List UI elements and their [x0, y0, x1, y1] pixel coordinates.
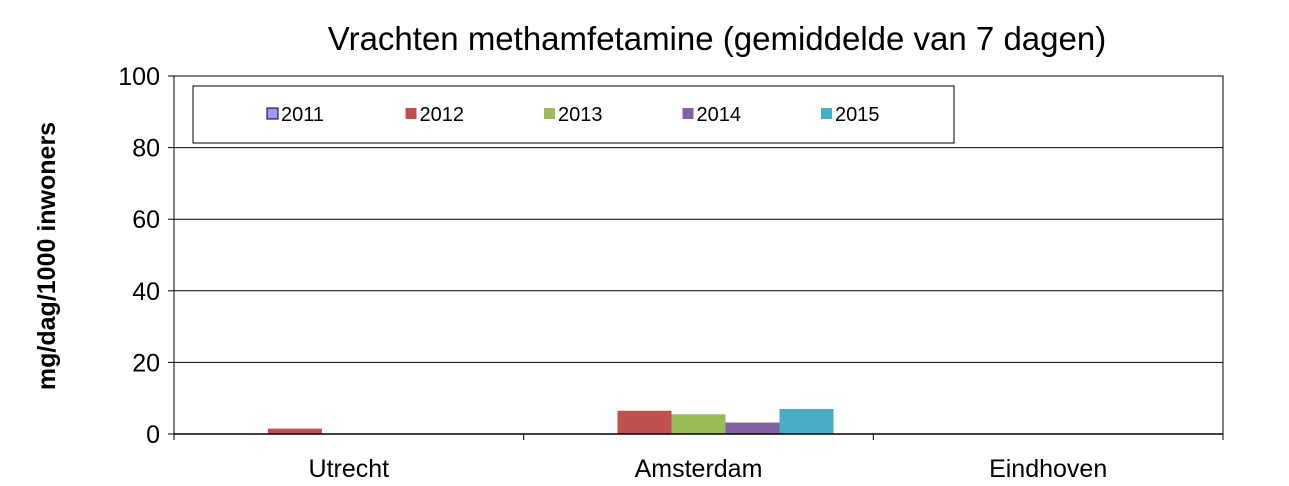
axes [173, 75, 1224, 435]
y-tick-label: 40 [132, 278, 160, 306]
y-axis-ticks: 0 20 40 60 80 100 [118, 63, 174, 449]
legend-label-2014: 2014 [697, 104, 742, 126]
y-tick-label: 80 [132, 135, 160, 163]
y-tick-label: 20 [132, 349, 160, 377]
legend-label-2013: 2013 [558, 104, 603, 126]
x-axis-ticks: Utrecht Amsterdam Eindhoven [173, 434, 1224, 483]
bar-2014-amsterdam [725, 422, 780, 434]
chart-title: Vrachten methamfetamine (gemiddelde van … [328, 20, 1106, 57]
y-tick-label: 60 [132, 206, 160, 234]
bars [267, 408, 834, 434]
y-axis-label: mg/dag/1000 inwoners [33, 122, 61, 390]
y-tick-label: 100 [118, 63, 160, 91]
legend-swatch-2011 [266, 107, 279, 120]
bar-2015-amsterdam [779, 408, 834, 434]
legend-label-2012: 2012 [420, 104, 465, 126]
y-tick-label: 0 [146, 421, 160, 449]
bar-2012-amsterdam [617, 410, 672, 434]
legend-swatch-2015 [821, 108, 832, 119]
bar-2013-amsterdam [671, 414, 726, 434]
x-tick-label: Amsterdam [635, 455, 763, 483]
bar-2012-utrecht [267, 428, 322, 434]
legend: 2011 2012 2013 2014 2015 [192, 85, 955, 144]
legend-label-2011: 2011 [281, 104, 324, 126]
legend-label-2015: 2015 [835, 104, 880, 126]
legend-swatch-2013 [544, 108, 555, 119]
legend-swatch-2012 [405, 108, 417, 119]
legend-swatch-2014 [682, 108, 694, 119]
x-tick-label: Eindhoven [989, 455, 1107, 483]
x-tick-label: Utrecht [309, 455, 390, 483]
